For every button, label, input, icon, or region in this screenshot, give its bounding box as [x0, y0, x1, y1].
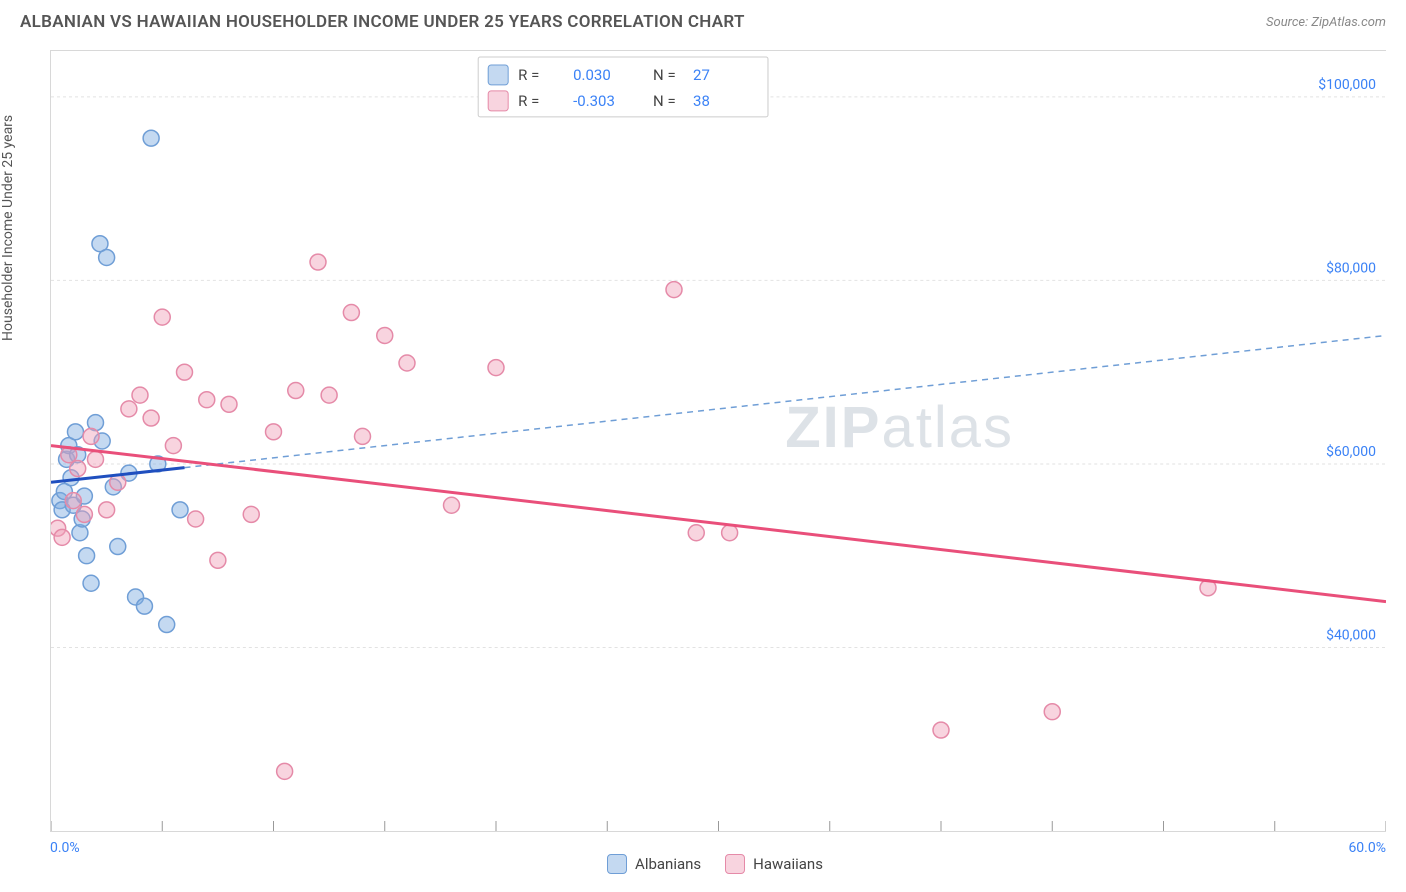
- data-point: [188, 511, 204, 527]
- data-point: [933, 722, 949, 738]
- data-point: [83, 428, 99, 444]
- data-point: [65, 493, 81, 509]
- legend-swatch: [488, 65, 508, 85]
- y-axis-label: Householder Income Under 25 years: [0, 115, 16, 341]
- trend-line-solid: [51, 446, 1386, 602]
- data-point: [83, 575, 99, 591]
- data-point: [343, 305, 359, 321]
- trend-line-dashed: [185, 335, 1387, 467]
- legend-r-value: 0.030: [573, 66, 611, 84]
- chart-title: ALBANIAN VS HAWAIIAN HOUSEHOLDER INCOME …: [20, 12, 745, 32]
- data-point: [266, 424, 282, 440]
- data-point: [54, 529, 70, 545]
- data-point: [722, 525, 738, 541]
- data-point: [444, 497, 460, 513]
- data-point: [110, 539, 126, 555]
- data-point: [159, 617, 175, 633]
- data-point: [76, 506, 92, 522]
- data-point: [67, 424, 83, 440]
- data-point: [136, 598, 152, 614]
- data-point: [288, 383, 304, 399]
- data-point: [143, 130, 159, 146]
- data-point: [355, 428, 371, 444]
- legend-r-value: -0.303: [573, 92, 615, 110]
- data-point: [121, 401, 137, 417]
- data-point: [132, 387, 148, 403]
- legend-n-label: N =: [653, 66, 676, 84]
- data-point: [399, 355, 415, 371]
- series-legend: Albanians Hawaiians: [0, 854, 1406, 874]
- legend-swatch: [607, 854, 627, 874]
- data-point: [488, 360, 504, 376]
- legend-series-label: Albanians: [635, 855, 701, 873]
- chart-area: $40,000 $60,000 $80,000 $100,000 R = 0.030 N =…: [50, 50, 1386, 832]
- data-point: [143, 410, 159, 426]
- y-tick-label: $60,000: [1326, 443, 1376, 460]
- data-point: [70, 461, 86, 477]
- legend-n-value: 38: [693, 92, 710, 110]
- data-point: [99, 502, 115, 518]
- y-tick-label: $80,000: [1326, 259, 1376, 276]
- data-point: [1044, 704, 1060, 720]
- data-point: [88, 451, 104, 467]
- legend-n-label: N =: [653, 92, 676, 110]
- source-label: Source: ZipAtlas.com: [1266, 15, 1386, 30]
- data-point: [172, 502, 188, 518]
- data-point: [310, 254, 326, 270]
- scatter-plot-svg: $40,000 $60,000 $80,000 $100,000 R = 0.030 N =…: [51, 51, 1386, 831]
- legend-swatch: [488, 91, 508, 111]
- data-point: [377, 327, 393, 343]
- data-point: [199, 392, 215, 408]
- data-point: [277, 763, 293, 779]
- legend-r-label: R =: [518, 92, 539, 110]
- data-point: [177, 364, 193, 380]
- data-point: [210, 552, 226, 568]
- data-point: [321, 387, 337, 403]
- legend-series-label: Hawaiians: [753, 855, 823, 873]
- data-point: [79, 548, 95, 564]
- data-point: [688, 525, 704, 541]
- legend-swatch: [725, 854, 745, 874]
- data-point: [221, 396, 237, 412]
- y-tick-label: $100,000: [1318, 76, 1376, 93]
- data-point: [99, 249, 115, 265]
- legend-n-value: 27: [693, 66, 710, 84]
- data-point: [243, 506, 259, 522]
- data-point: [666, 282, 682, 298]
- data-point: [154, 309, 170, 325]
- legend-r-label: R =: [518, 66, 539, 84]
- y-tick-label: $40,000: [1326, 627, 1376, 644]
- data-point: [165, 438, 181, 454]
